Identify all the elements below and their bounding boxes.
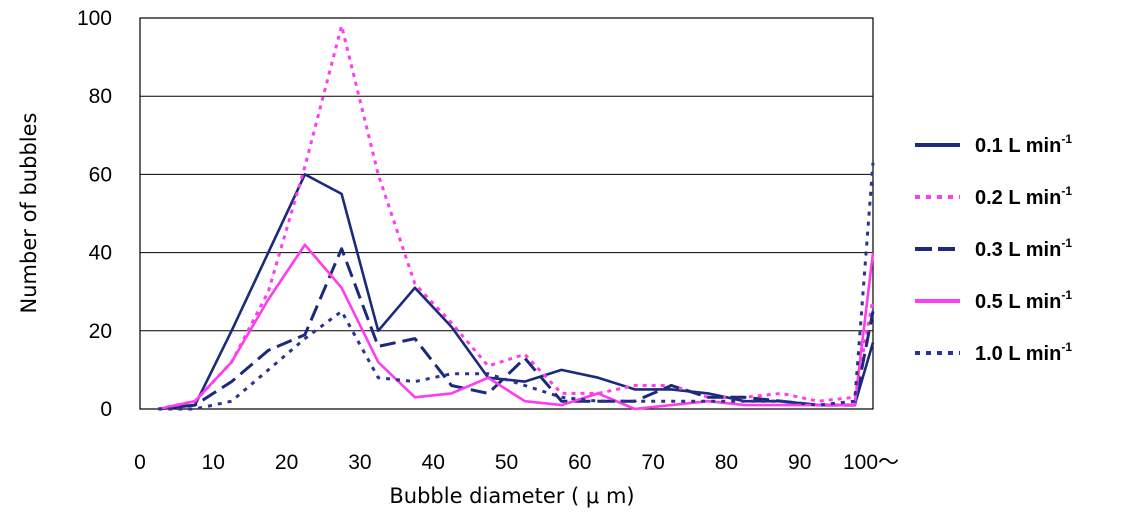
- y-tick-label: 80: [89, 85, 112, 108]
- series-line-4: [158, 243, 875, 411]
- series-line-2: [157, 24, 875, 411]
- x-tick-label: 70: [641, 451, 664, 474]
- y-tick-label: 40: [89, 242, 112, 265]
- gridlines: [140, 95, 873, 332]
- y-axis-ticks: 0 20 40 60 80 100: [77, 7, 112, 421]
- x-tick-label: 60: [568, 451, 591, 474]
- y-tick-label: 20: [89, 320, 112, 343]
- x-tick-label: 20: [275, 451, 298, 474]
- legend-label-5: 1.0 L min-1: [975, 340, 1072, 365]
- series-line-5: [158, 162, 875, 411]
- x-axis-title: Bubble diameter ( μ m): [389, 484, 634, 508]
- y-tick-label: 60: [89, 163, 112, 186]
- series-lines: [157, 24, 875, 411]
- y-axis-title: Number of bubbles: [17, 113, 41, 314]
- x-tick-label: 40: [422, 451, 445, 474]
- x-axis-ticks: 0 10 20 30 40 50 60 70 80 90 100～: [134, 451, 899, 474]
- legend-label-3: 0.3 L min-1: [975, 236, 1072, 261]
- x-tick-label: 30: [348, 451, 371, 474]
- legend-label-2: 0.2 L min-1: [975, 184, 1072, 209]
- legend: 0.1 L min-1 0.2 L min-1 0.3 L min-1 0.5 L m…: [915, 132, 1072, 365]
- x-tick-label: 100～: [843, 451, 899, 474]
- series-line-3: [158, 247, 875, 411]
- x-tick-label: 50: [495, 451, 518, 474]
- x-tick-label: 90: [788, 451, 811, 474]
- x-tick-label: 10: [202, 451, 225, 474]
- series-line-1: [158, 173, 875, 411]
- legend-label-1: 0.1 L min-1: [975, 132, 1072, 157]
- y-tick-label: 0: [100, 398, 112, 421]
- y-tick-label: 100: [77, 7, 112, 30]
- x-tick-label: 80: [715, 451, 738, 474]
- x-tick-label: 0: [134, 451, 146, 474]
- legend-label-4: 0.5 L min-1: [975, 288, 1072, 313]
- plot-area-frame: [139, 17, 874, 410]
